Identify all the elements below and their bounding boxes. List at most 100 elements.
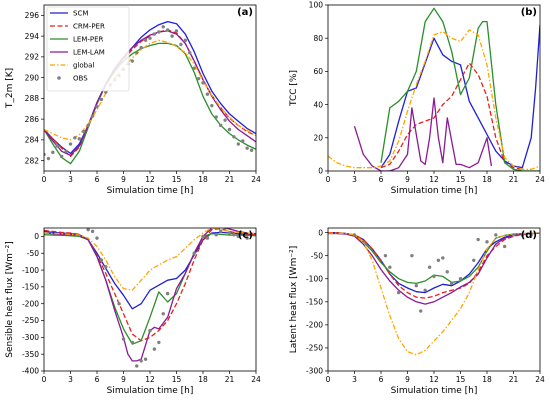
panel-d: 0 3 6 9 12 15 18 21 24 0 -50 -100 -150 -200 -250 -300 Si… (289, 227, 545, 396)
obs-point (214, 115, 218, 119)
y-tick-label: -300 (306, 367, 323, 376)
legend-marker (57, 76, 61, 80)
y-tick-label: -400 (22, 367, 39, 376)
obs-point (214, 233, 218, 237)
obs-point (161, 25, 165, 29)
series-group (44, 20, 256, 165)
x-axis-label: Simulation time [h] (391, 186, 478, 196)
y-tick-label: -300 (22, 333, 39, 342)
obs-point (205, 92, 210, 96)
obs-point (427, 265, 432, 269)
x-tick-label: 12 (429, 175, 439, 184)
x-tick-label: 6 (95, 375, 100, 384)
y-tick-label: -50 (27, 249, 39, 258)
x-tick-label: 24 (535, 375, 545, 384)
legend-label: OBS (73, 75, 88, 83)
legend-label: LEM-LAM (73, 49, 105, 57)
y-tick-label: 20 (313, 134, 323, 143)
x-tick-label: 24 (251, 375, 261, 384)
obs-point (139, 359, 143, 363)
obs-point (148, 36, 152, 40)
x-tick-label: 12 (145, 375, 155, 384)
x-tick-label: 9 (405, 375, 410, 384)
series-line-scm (44, 230, 256, 310)
x-tick-label: 24 (535, 175, 545, 184)
obs-point (245, 146, 249, 150)
x-tick-label: 15 (456, 175, 466, 184)
y-tick-label: 282 (25, 156, 40, 165)
y-tick-label: -250 (306, 344, 323, 353)
y-tick-label: -200 (306, 321, 323, 330)
obs-point (458, 277, 463, 281)
obs-point (44, 152, 46, 157)
x-tick-label: 15 (172, 375, 182, 384)
legend-label: SCM (73, 10, 88, 18)
y-tick-label: 0 (34, 232, 39, 241)
obs-point (476, 237, 480, 242)
obs-point (59, 154, 64, 159)
obs-point (161, 312, 165, 316)
x-tick-label: 0 (326, 375, 331, 384)
x-tick-label: 12 (429, 375, 439, 384)
series-line-scm (380, 24, 540, 169)
legend-label: CRM-PER (73, 23, 105, 31)
obs-point (55, 144, 59, 148)
legend-label: LEM-PER (73, 36, 104, 44)
x-tick-label: 18 (482, 175, 492, 184)
y-axis-label: T_2m [K] (5, 68, 15, 109)
y-tick-label: -100 (22, 266, 39, 275)
x-axis-label: Simulation time [h] (107, 386, 194, 396)
plot-frame (327, 227, 541, 372)
legend: SCM CRM-PER LEM-PER LEM-LAM global OBS (46, 6, 130, 92)
y-tick-label: 60 (313, 67, 323, 76)
series-line-lem-lam (44, 30, 256, 157)
obs-point (227, 127, 232, 132)
series-line-crm-per (328, 231, 540, 299)
x-axis-label: Simulation time [h] (391, 386, 478, 396)
x-tick-label: 12 (145, 175, 155, 184)
x-tick-label: 0 (42, 175, 47, 184)
series-line-scm (44, 20, 256, 155)
panel-c: 0 3 6 9 12 15 18 21 24 0 -50 -100 -150 -200 -250 -300 -3… (5, 227, 261, 396)
obs-point (485, 240, 489, 244)
x-tick-label: 0 (326, 175, 331, 184)
obs-point (201, 234, 205, 239)
obs-point (352, 233, 357, 237)
obs-point (423, 288, 427, 292)
series-group (44, 228, 256, 368)
obs-point (99, 97, 104, 102)
obs-point (157, 340, 161, 345)
y-axis-label: Sensible heat flux [Wm⁻²] (5, 241, 15, 358)
x-tick-label: 6 (95, 175, 100, 184)
x-tick-label: 21 (225, 175, 235, 184)
obs-point (135, 364, 139, 368)
obs-point (117, 302, 121, 306)
x-tick-label: 9 (405, 175, 410, 184)
obs-point (143, 38, 148, 42)
obs-point (51, 150, 55, 155)
x-tick-label: 21 (509, 375, 519, 384)
obs-point (157, 30, 161, 34)
obs-point (494, 233, 498, 237)
series-line-lem-per (380, 7, 540, 171)
obs-point (77, 137, 82, 141)
x-tick-label: 21 (509, 175, 519, 184)
obs-point (445, 270, 449, 274)
obs-point (196, 76, 201, 81)
obs-point (192, 251, 196, 255)
x-tick-label: 18 (198, 175, 208, 184)
obs-point (529, 233, 533, 237)
series-line-lem-lam (44, 228, 256, 362)
obs-point (139, 45, 143, 50)
obs-point (236, 142, 241, 146)
obs-point (86, 228, 90, 232)
x-tick-label: 9 (121, 175, 126, 184)
obs-point (68, 142, 73, 146)
obs-point (86, 123, 90, 128)
y-tick-label: 288 (25, 94, 40, 103)
obs-point (249, 148, 254, 152)
plot-frame (43, 227, 257, 372)
series-line-lem-per (44, 233, 256, 345)
obs-point (95, 236, 99, 240)
x-axis-label: Simulation time [h] (107, 186, 194, 196)
